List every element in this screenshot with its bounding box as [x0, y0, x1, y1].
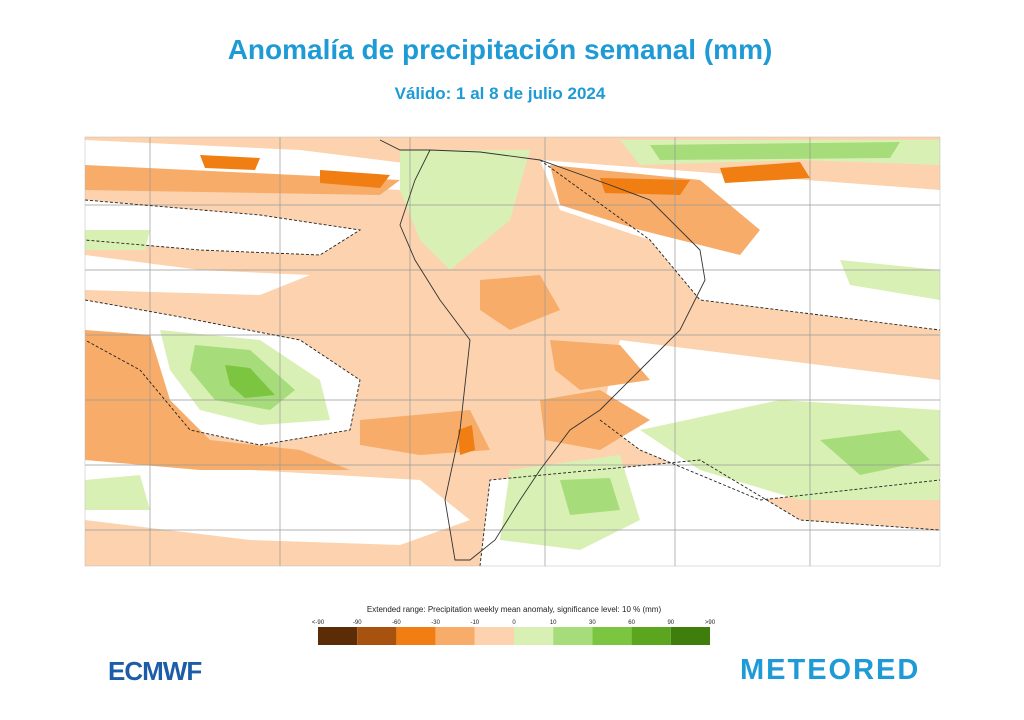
- colorbar-label: 10: [550, 620, 557, 626]
- colorbar-swatch: [435, 627, 475, 645]
- colorbar-label: 90: [667, 620, 674, 626]
- colorbar-swatch: [592, 627, 632, 645]
- colorbar-label: <-90: [312, 620, 325, 626]
- title: Anomalía de precipitación semanal (mm): [227, 34, 773, 65]
- colorbar-label: 30: [589, 620, 596, 626]
- subtitle: Válido: 1 al 8 de julio 2024: [394, 84, 606, 103]
- colorbar-swatch: [631, 627, 671, 645]
- ecmwf-logo: ECMWF: [108, 656, 202, 686]
- colorbar: <-90 -90 -60 -30 -10 0 10 30 60 90 >90: [312, 620, 716, 645]
- colorbar-label: 60: [628, 620, 635, 626]
- colorbar-swatch: [474, 627, 514, 645]
- colorbar-caption: Extended range: Precipitation weekly mea…: [367, 605, 662, 614]
- colorbar-swatch: [553, 627, 593, 645]
- colorbar-swatch: [357, 627, 397, 645]
- colorbar-swatch: [514, 627, 554, 645]
- colorbar-label: -60: [392, 620, 401, 626]
- colorbar-label: -90: [353, 620, 362, 626]
- colorbar-label: -30: [431, 620, 440, 626]
- colorbar-label: >90: [705, 620, 716, 626]
- meteored-logo: METEORED: [740, 654, 921, 686]
- map: [85, 137, 940, 566]
- colorbar-swatch: [318, 627, 358, 645]
- colorbar-label: -10: [470, 620, 479, 626]
- colorbar-label: 0: [512, 620, 516, 626]
- colorbar-swatch: [670, 627, 710, 645]
- colorbar-swatch: [396, 627, 436, 645]
